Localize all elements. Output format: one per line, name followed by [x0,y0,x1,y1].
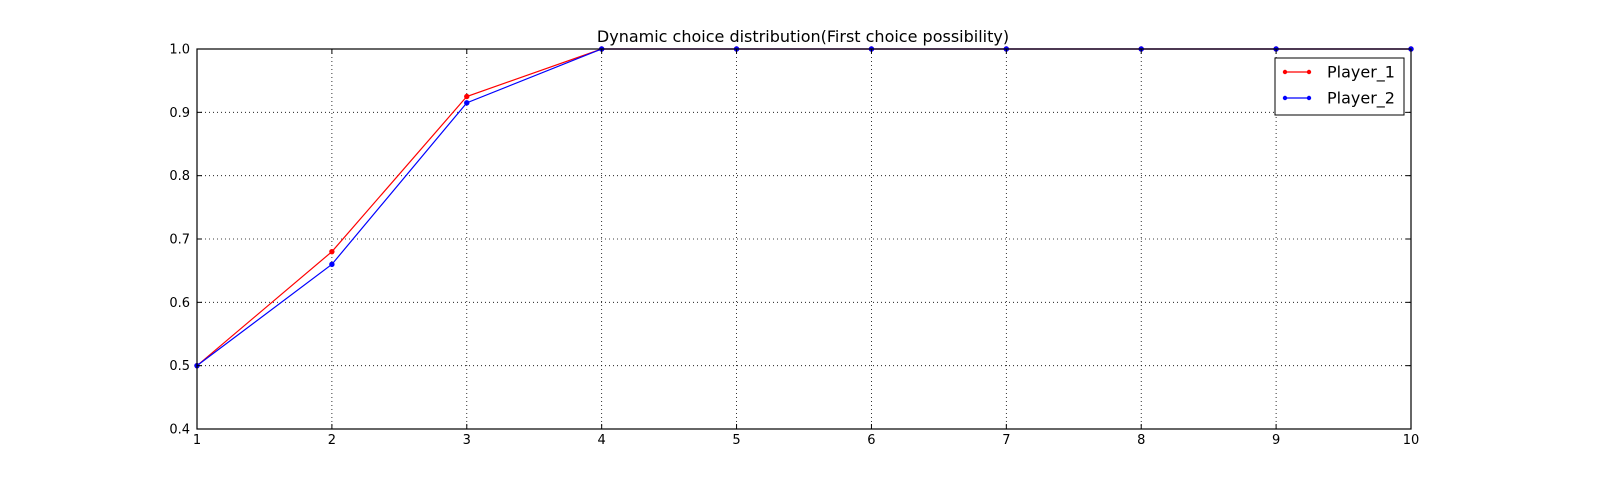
y-tick-label: 0.7 [169,233,190,248]
x-tick-label: 4 [598,433,606,448]
y-tick-label: 0.6 [169,296,190,311]
data-point [329,248,335,255]
x-tick-label: 7 [1002,433,1010,448]
plot-area [196,48,1412,430]
x-tick-label: 3 [463,433,471,448]
chart-title: Dynamic choice distribution(First choice… [597,27,1009,46]
x-tick-label: 1 [193,433,201,448]
legend-box [1274,57,1405,116]
data-point [464,100,470,106]
legend: Player_1 Player_2 [1274,57,1405,116]
legend-marker [1306,95,1312,101]
x-tick-label: 5 [732,433,740,448]
data-point [464,93,470,100]
legend-marker [1282,69,1288,75]
x-tick-label: 9 [1272,433,1280,448]
y-tick-label: 0.8 [169,169,190,184]
grid-lines [197,49,1411,429]
data-point [329,261,335,268]
x-tick-label: 6 [867,433,875,448]
x-tick-label: 8 [1137,433,1145,448]
y-tick-label: 0.4 [169,423,190,438]
x-axis: 1 2 3 4 5 6 7 8 9 10 [193,49,1419,448]
legend-label: Player_1 [1327,63,1395,83]
legend-marker [1282,95,1288,101]
x-tick-label: 2 [328,433,336,448]
series-lines [194,46,1414,369]
y-tick-label: 1.0 [169,43,190,58]
legend-marker [1306,69,1312,75]
x-tick-label: 10 [1403,433,1420,448]
legend-label: Player_2 [1327,89,1395,109]
series-line-player-2 [196,48,1411,367]
y-tick-label: 0.9 [169,106,190,121]
y-tick-label: 0.5 [169,359,190,374]
y-axis: 0.4 0.5 0.6 0.7 0.8 0.9 1.0 [169,43,1411,438]
